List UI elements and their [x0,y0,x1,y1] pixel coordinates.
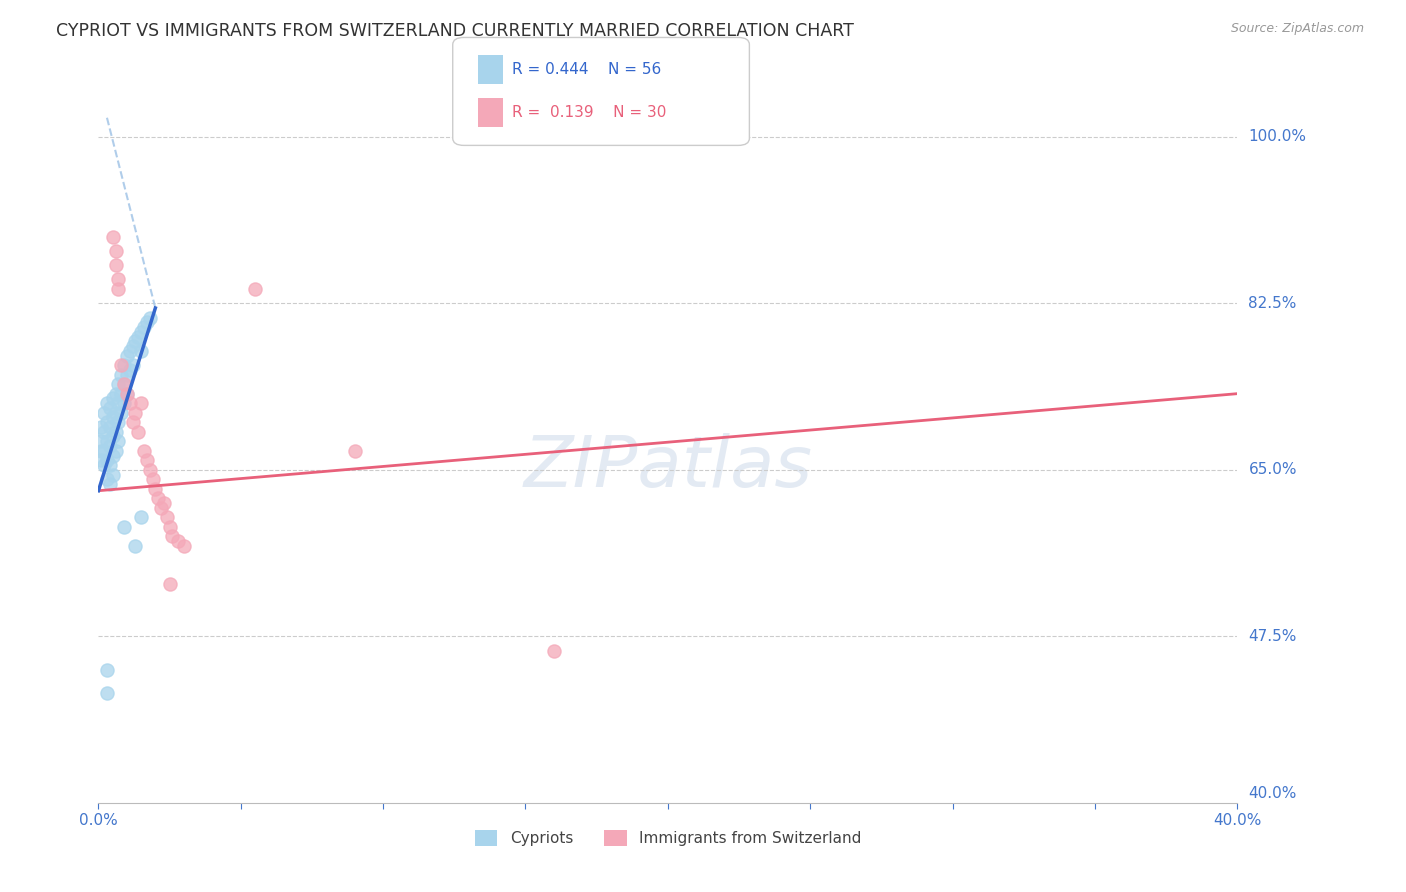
Point [115,368,138,382]
Point [96,472,118,486]
Point [101,449,124,463]
Point [118,363,141,377]
Point [90,434,112,449]
Point [101,229,124,244]
Point [124,539,146,553]
Point [148,491,170,506]
Text: Source: ZipAtlas.com: Source: ZipAtlas.com [1230,22,1364,36]
Point [104,443,127,458]
Point [93,425,115,439]
Point [132,320,155,334]
Point [112,358,135,372]
Point [96,686,118,700]
Point [112,377,135,392]
Point [124,334,146,349]
Point [153,496,176,510]
Text: 40.0%: 40.0% [1249,786,1296,801]
Legend: Cypriots, Immigrants from Switzerland: Cypriots, Immigrants from Switzerland [468,824,868,852]
Point [96,396,118,410]
Point [159,520,181,534]
Point [93,443,115,458]
Point [98,401,121,415]
Point [96,434,118,449]
Text: R = 0.444    N = 56: R = 0.444 N = 56 [512,62,661,78]
Point [112,520,135,534]
Point [98,420,121,434]
Point [135,453,157,467]
Point [90,453,112,467]
Point [129,325,152,339]
Point [98,458,121,472]
Point [127,329,149,343]
Point [107,282,129,296]
Point [107,434,129,449]
Point [115,386,138,401]
Point [107,377,129,392]
Point [167,534,190,549]
Point [543,643,565,657]
Point [93,406,115,420]
Point [173,539,195,553]
Point [98,439,121,453]
Point [118,343,141,358]
Point [141,472,163,486]
Text: 82.5%: 82.5% [1249,296,1296,310]
Point [104,406,127,420]
Point [124,406,146,420]
Point [110,406,132,420]
Point [138,463,160,477]
Point [121,339,143,353]
Point [121,358,143,372]
Text: 100.0%: 100.0% [1249,129,1306,145]
Point [121,415,143,429]
Point [104,386,127,401]
Point [127,425,149,439]
Point [101,392,124,406]
Point [129,343,152,358]
Point [132,443,155,458]
Point [104,244,127,258]
Text: CYPRIOT VS IMMIGRANTS FROM SWITZERLAND CURRENTLY MARRIED CORRELATION CHART: CYPRIOT VS IMMIGRANTS FROM SWITZERLAND C… [56,22,853,40]
Point [343,443,366,458]
Point [115,349,138,363]
Point [104,425,127,439]
Point [138,310,160,325]
Point [145,482,167,496]
Point [101,410,124,425]
Point [107,396,129,410]
Point [98,477,121,491]
Point [112,396,135,410]
Text: 65.0%: 65.0% [1249,462,1296,477]
Point [129,396,152,410]
Point [118,396,141,410]
Point [90,443,112,458]
Point [243,282,266,296]
Point [156,510,179,524]
Point [104,258,127,272]
Point [162,529,184,543]
Text: R =  0.139    N = 30: R = 0.139 N = 30 [512,105,666,120]
Point [96,415,118,429]
Point [96,663,118,677]
Point [107,415,129,429]
Point [115,386,138,401]
Point [107,272,129,286]
Point [112,377,135,392]
Point [159,577,181,591]
Point [101,467,124,482]
Point [110,386,132,401]
Point [129,510,152,524]
Point [101,429,124,443]
Text: 47.5%: 47.5% [1249,629,1296,644]
Point [93,458,115,472]
Point [110,368,132,382]
Point [96,453,118,467]
Point [110,358,132,372]
Point [135,315,157,329]
Point [150,500,173,515]
Text: ZIPatlas: ZIPatlas [523,433,813,502]
Point [90,420,112,434]
